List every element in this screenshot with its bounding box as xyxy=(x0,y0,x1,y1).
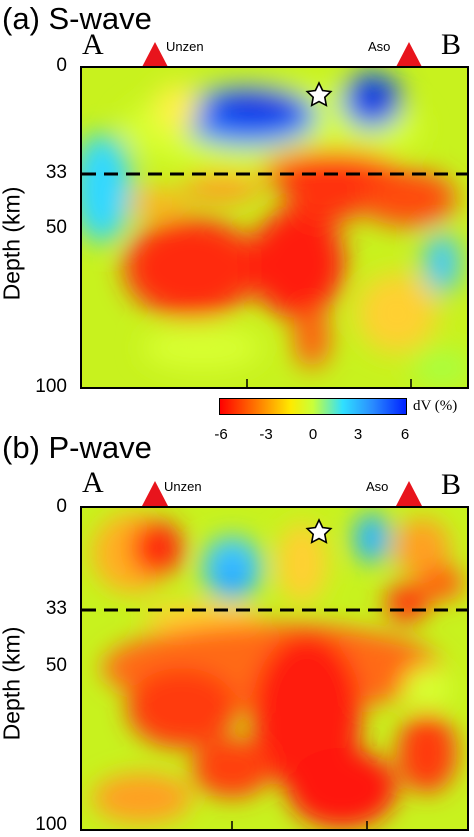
panel-b-ytick-0: 0 xyxy=(56,496,67,517)
panel-a-ylabel: Depth (km) xyxy=(0,186,25,301)
panel-b-ytick-50: 50 xyxy=(45,655,67,676)
panel-b-title: (b) P-wave xyxy=(2,430,152,465)
colorbar-tick-minus6: -6 xyxy=(214,426,228,443)
panel-a-unzen-volcano-icon xyxy=(142,42,168,67)
colorbar-label: dV (%) xyxy=(413,398,458,414)
panel-a-ytick-100: 100 xyxy=(35,376,67,397)
colorbar-tick-minus3: -3 xyxy=(259,426,273,443)
panel-b-unzen-label: Unzen xyxy=(164,479,202,494)
panel-b-end-a: A xyxy=(82,466,104,499)
panel-b-unzen-volcano-icon xyxy=(142,481,168,506)
panel-a-ytick-0: 0 xyxy=(56,55,67,76)
colorbar xyxy=(219,398,407,415)
panel-a-unzen-label: Unzen xyxy=(166,39,204,54)
panel-a-end-b: B xyxy=(441,28,462,61)
panel-b-ytick-100: 100 xyxy=(35,814,67,835)
panel-a-end-a: A xyxy=(82,28,104,61)
panel-a-earthquake-star-icon xyxy=(305,81,333,107)
panel-b-earthquake-star-icon xyxy=(305,518,333,544)
colorbar-tick-6: 6 xyxy=(400,426,410,443)
panel-b-velocity-map xyxy=(80,506,469,831)
panel-a-ytick-33: 33 xyxy=(45,162,67,183)
panel-b-aso-volcano-icon xyxy=(396,481,422,506)
panel-a-title: (a) S-wave xyxy=(2,1,152,36)
panel-b-end-b: B xyxy=(441,468,462,501)
panel-b-aso-label: Aso xyxy=(366,479,389,494)
panel-a-aso-label: Aso xyxy=(368,39,391,54)
colorbar-tick-0: 0 xyxy=(308,426,318,443)
colorbar-tick-3: 3 xyxy=(353,426,363,443)
panel-a-aso-volcano-icon xyxy=(396,42,422,67)
panel-a-velocity-map xyxy=(80,66,469,389)
panel-b-ytick-33: 33 xyxy=(45,598,67,619)
panel-b-ylabel: Depth (km) xyxy=(0,626,25,741)
panel-a-ytick-50: 50 xyxy=(45,217,67,238)
